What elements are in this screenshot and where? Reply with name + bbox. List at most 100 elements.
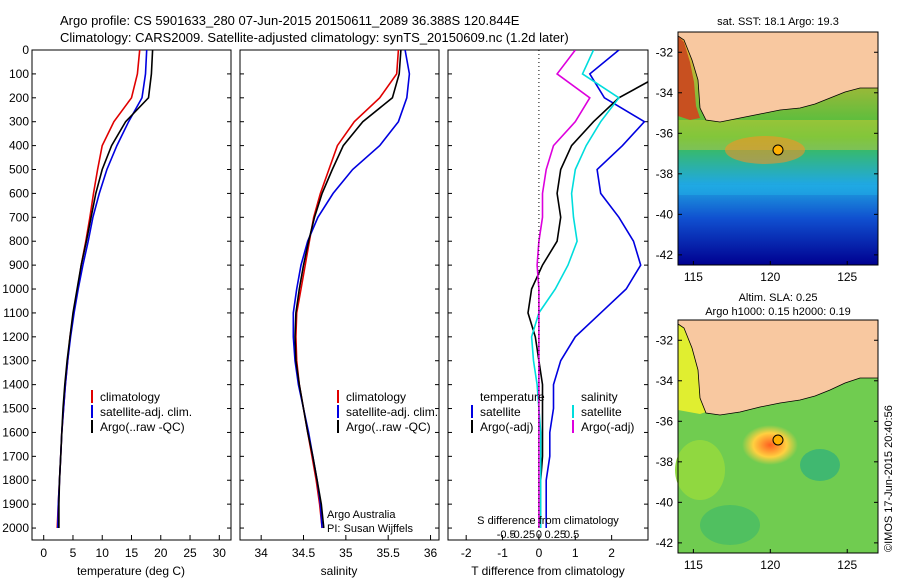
sst-lon-label: 115 [684,270,703,284]
diff-legend-t-argo: Argo(-adj) [480,420,533,434]
sst-map-frame [677,31,879,266]
difference-t-tick-label: -2 [461,546,472,560]
difference-s-tick-label: 0.25 [545,529,566,541]
difference-axes-frame [447,49,649,541]
depth-tick-label: 400 [9,139,29,153]
sla-lon-label: 115 [684,558,703,572]
diff-legend-t-satellite: satellite [480,405,521,419]
sla-lat-label: -38 [656,455,674,469]
difference-legend: temperature satellite Argo(-adj) salinit… [471,390,634,434]
depth-tick-label: 500 [9,163,29,177]
diff-legend-s-satellite: satellite [581,405,622,419]
sla-lat-label: -36 [656,414,674,428]
depth-tick-label: 1500 [2,402,29,416]
salinity-xtick-label: 35.5 [377,546,401,560]
credit-line-2: PI: Susan Wijffels [327,523,413,535]
depth-tick-label: 1400 [2,378,29,392]
temperature-legend-satellite: satellite-adj. clim. [100,405,192,419]
depth-tick-label: 0 [22,43,29,57]
difference-s-tick-label: -0.5 [497,529,516,541]
sla-land [677,319,879,416]
temperature-legend-argo: Argo(..raw -QC) [100,420,185,434]
depth-tick-label: 1100 [3,306,29,320]
sla-float-marker [772,434,784,446]
depth-tick-label: 800 [9,234,29,248]
temperature-xtick-label: 15 [125,546,139,560]
sst-lon-label: 125 [837,270,857,284]
salinity-panel: 34 34.5 35 35.5 36 salinity climatology sate… [239,49,440,578]
diff-legend-temperature-title: temperature [480,390,545,404]
sla-map-frame [677,319,879,554]
sst-land [677,31,879,123]
depth-tick-label: 1800 [2,473,29,487]
sst-lat-label: -38 [656,167,674,181]
depth-tick-label: 1900 [2,497,29,511]
temperature-xtick-label: 25 [183,546,197,560]
sst-lat-label: -32 [656,45,674,59]
sla-lat-label: -34 [656,374,674,388]
difference-s-tick-label: 0.5 [564,529,579,541]
salinity-axes-frame [239,49,440,541]
sla-lon-label: 120 [760,558,780,572]
difference-series-satellite [545,50,646,528]
sla-map-title-1: Altim. SLA: 0.25 [739,292,818,304]
depth-tick-label: 100 [9,67,29,81]
difference-series-salinity-argo-adj [536,50,591,528]
depth-tick-label: 1300 [2,354,29,368]
temperature-xtick-label: 20 [154,546,168,560]
salinity-xtick-label: 35 [339,546,353,560]
temperature-legend: climatology satellite-adj. clim. Argo(..… [91,390,192,434]
salinity-xtick-label: 34.5 [292,546,316,560]
temperature-xtick-label: 10 [96,546,110,560]
sst-lat-label: -42 [656,248,674,262]
depth-tick-label: 300 [9,115,29,129]
depth-tick-label: 900 [9,258,29,272]
temperature-xtick-label: 30 [213,546,227,560]
depth-tick-label: 1700 [2,449,29,463]
difference-top-xlabel: S difference from climatology [477,515,619,527]
header-line-1: Argo profile: CS 5901633_280 07-Jun-2015… [60,13,520,28]
sla-lat-label: -32 [656,333,674,347]
depth-tick-label: 1600 [2,425,29,439]
depth-tick-label: 600 [9,186,29,200]
diff-legend-s-argo: Argo(-adj) [581,420,634,434]
sst-map: sat. SST: 18.1 Argo: 19.3 -32 -34 -36 -38 -4… [656,16,879,284]
diff-legend-salinity-title: salinity [581,390,618,404]
depth-tick-label: 1200 [2,330,29,344]
temperature-legend-climatology: climatology [100,390,160,404]
difference-t-tick-label: 0 [536,546,543,560]
difference-t-tick-label: 2 [608,546,615,560]
sla-lat-label: -42 [656,536,674,550]
temperature-xtick-label: 5 [70,546,77,560]
temperature-axes-frame [31,49,232,541]
imos-timestamp: ©IMOS 17-Jun-2015 20:40:56 [883,405,895,552]
salinity-series-argo-raw-qc [294,50,402,529]
depth-tick-label: 1000 [2,282,29,296]
difference-s-tick-label: -0.25 [510,529,535,541]
sst-float-marker [772,144,784,156]
depth-tick-label: 200 [9,91,29,105]
salinity-xtick-label: 34 [254,546,268,560]
salinity-legend-climatology: climatology [346,390,406,404]
sla-lat-label: -40 [656,495,674,509]
salinity-xtick-label: 36 [424,546,438,560]
depth-tick-label: 700 [9,210,29,224]
sst-lat-label: -40 [656,207,674,221]
temperature-xtick-label: 0 [40,546,47,560]
sst-map-title: sat. SST: 18.1 Argo: 19.3 [717,16,839,28]
header-line-2: Climatology: CARS2009. Satellite-adjuste… [60,30,569,45]
salinity-legend-argo: Argo(..raw -QC) [346,420,431,434]
difference-bottom-xlabel: T difference from climatology [471,564,625,578]
sst-lon-label: 120 [760,270,780,284]
difference-series-salinity-satellite [530,50,621,528]
temperature-panel: 0100200300400500600700800900100011001200… [2,43,232,578]
temperature-series-argo-raw-qc [58,50,154,528]
salinity-legend: climatology satellite-adj. clim. Argo(..… [337,390,438,434]
sst-lat-label: -36 [656,126,674,140]
salinity-xlabel: salinity [321,564,358,578]
credit-line-1: Argo Australia [327,509,396,521]
difference-t-tick-label: -1 [497,546,508,560]
difference-t-tick-label: 1 [572,546,579,560]
